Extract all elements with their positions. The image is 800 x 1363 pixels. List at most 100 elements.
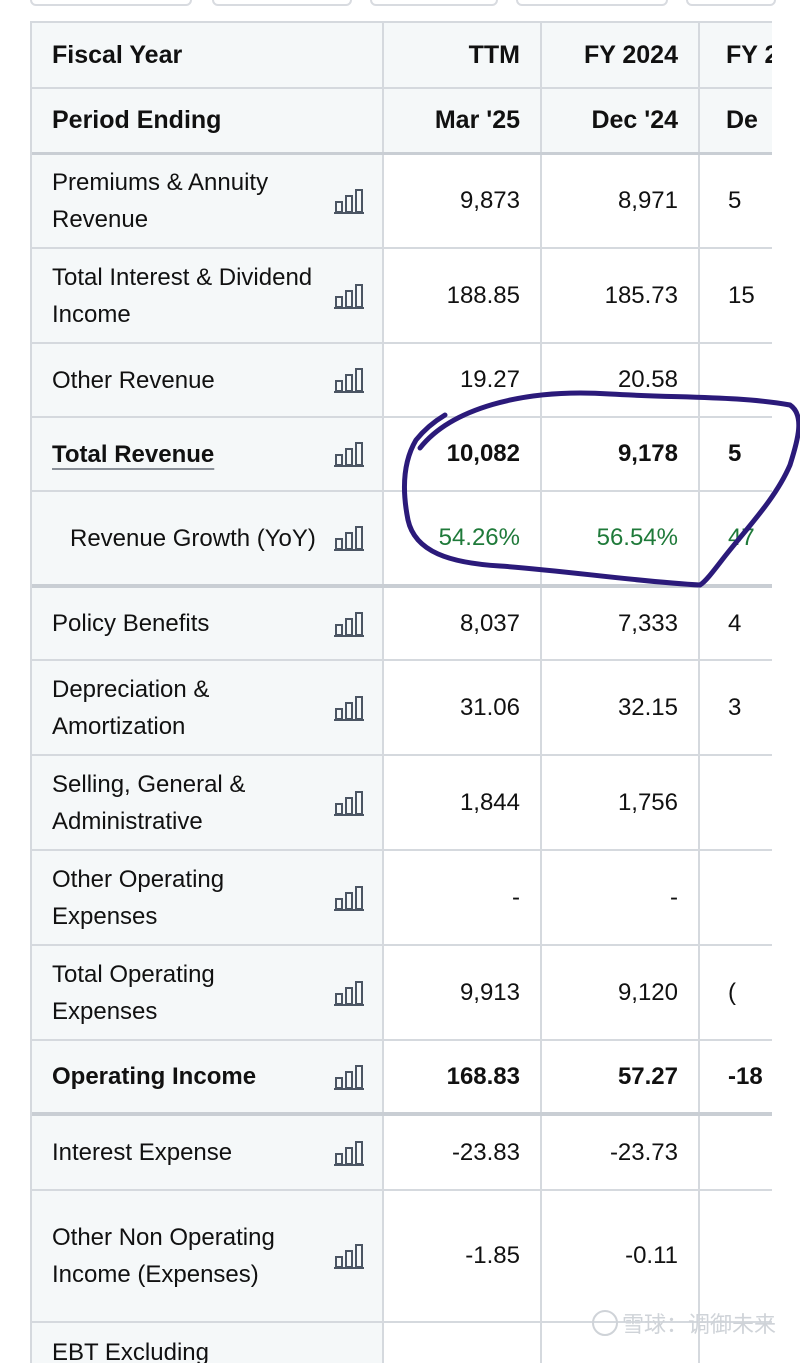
value-fy2024: 8,971 <box>541 153 699 248</box>
row-label-cell: Interest Expense <box>32 1114 383 1190</box>
bar-chart-icon[interactable] <box>334 611 364 637</box>
value-ttm: 9,913 <box>383 945 541 1040</box>
row-label-cell: Policy Benefits <box>32 586 383 660</box>
bar-chart-icon[interactable] <box>334 885 364 911</box>
value-ttm: 31.06 <box>383 660 541 755</box>
value-ttm: 19.27 <box>383 343 541 417</box>
value-ttm: 168.83 <box>383 1040 541 1114</box>
bar-chart-icon[interactable] <box>334 790 364 816</box>
row-label: Interest Expense <box>52 1139 232 1166</box>
period-fy2024: Dec '24 <box>541 88 699 153</box>
value-fy2024: 20.58 <box>541 343 699 417</box>
row-label-cell: EBT Excluding <box>32 1322 383 1363</box>
row-label: Total Operating Expenses <box>52 961 215 1025</box>
row-label-cell: Revenue Growth (YoY) <box>32 491 383 586</box>
row-label: Depreciation & Amortization <box>52 676 209 740</box>
value-fy-prev: 15 <box>699 248 772 343</box>
row-label-cell: Other Revenue <box>32 343 383 417</box>
value-fy2024: 1,756 <box>541 755 699 850</box>
value-ttm: 10,082 <box>383 417 541 491</box>
row-label-cell: Selling, General & Administrative <box>32 755 383 850</box>
row-label: Selling, General & Administrative <box>52 771 245 835</box>
value-ttm: 54.26% <box>383 491 541 586</box>
value-fy2024: -23.73 <box>541 1114 699 1190</box>
value-fy-prev <box>699 850 772 945</box>
column-header-fy-prev[interactable]: FY 2 <box>699 23 772 88</box>
snowball-logo-icon <box>592 1310 618 1336</box>
row-label: Other Operating Expenses <box>52 866 224 930</box>
value-fy-prev: 5 <box>699 153 772 248</box>
row-label-cell: Depreciation & Amortization <box>32 660 383 755</box>
bar-chart-icon[interactable] <box>334 283 364 309</box>
period-ttm: Mar '25 <box>383 88 541 153</box>
row-label: Policy Benefits <box>52 610 209 637</box>
value-fy2024: 56.54% <box>541 491 699 586</box>
row-label: Premiums & Annuity Revenue <box>52 169 268 233</box>
value-fy-prev <box>699 343 772 417</box>
income-statement-table: Fiscal Year TTM FY 2024 FY 2 Period Endi… <box>32 23 772 1363</box>
value-ttm: -23.83 <box>383 1114 541 1190</box>
value-fy-prev <box>699 1114 772 1190</box>
bar-chart-icon[interactable] <box>334 188 364 214</box>
value-fy2024: 32.15 <box>541 660 699 755</box>
watermark-text: 雪球：调御未来 <box>622 1307 776 1339</box>
value-fy2024: 185.73 <box>541 248 699 343</box>
period-ending-header-row: Period Ending Mar '25 Dec '24 De <box>32 88 772 153</box>
bar-chart-icon[interactable] <box>334 441 364 467</box>
row-label-cell: Other Operating Expenses <box>32 850 383 945</box>
value-fy-prev: 47 <box>699 491 772 586</box>
table-row: Interest Expense -23.83-23.73 <box>32 1114 772 1190</box>
bar-chart-icon[interactable] <box>334 525 364 551</box>
row-label-cell: Premiums & Annuity Revenue <box>32 153 383 248</box>
value-ttm: 1,844 <box>383 755 541 850</box>
column-header-ttm[interactable]: TTM <box>383 23 541 88</box>
value-fy2024: -0.11 <box>541 1190 699 1322</box>
value-fy2024: 9,120 <box>541 945 699 1040</box>
top-tab-bar <box>0 0 800 14</box>
value-fy2024: 7,333 <box>541 586 699 660</box>
row-label-cell: Operating Income <box>32 1040 383 1114</box>
bar-chart-icon[interactable] <box>334 1140 364 1166</box>
value-ttm <box>383 1322 541 1363</box>
row-label: Revenue Growth (YoY) <box>70 525 316 552</box>
top-tab-5[interactable] <box>686 0 776 6</box>
fiscal-year-header-row: Fiscal Year TTM FY 2024 FY 2 <box>32 23 772 88</box>
bar-chart-icon[interactable] <box>334 367 364 393</box>
value-fy-prev: ( <box>699 945 772 1040</box>
bar-chart-icon[interactable] <box>334 1064 364 1090</box>
top-tab-2[interactable] <box>212 0 352 6</box>
table-row: Revenue Growth (YoY) 54.26%56.54%47 <box>32 491 772 586</box>
row-label[interactable]: Total Revenue <box>52 441 214 468</box>
row-label: Other Revenue <box>52 367 215 394</box>
row-label: Operating Income <box>52 1063 256 1090</box>
top-tab-4[interactable] <box>516 0 668 6</box>
row-label: Total Interest & Dividend Income <box>52 264 312 328</box>
bar-chart-icon[interactable] <box>334 1243 364 1269</box>
value-fy2024: 57.27 <box>541 1040 699 1114</box>
row-label: Other Non Operating Income (Expenses) <box>52 1224 275 1288</box>
row-label-cell: Total Operating Expenses <box>32 945 383 1040</box>
row-label-cell: Total Interest & Dividend Income <box>32 248 383 343</box>
value-ttm: -1.85 <box>383 1190 541 1322</box>
bar-chart-icon[interactable] <box>334 980 364 1006</box>
fiscal-year-label: Fiscal Year <box>32 23 383 88</box>
value-fy-prev: -18 <box>699 1040 772 1114</box>
table-row: Other Operating Expenses-- <box>32 850 772 945</box>
bar-chart-icon[interactable] <box>334 695 364 721</box>
table-row: Other Non Operating Income (Expenses) -1.… <box>32 1190 772 1322</box>
value-fy2024: - <box>541 850 699 945</box>
top-tab-1[interactable] <box>30 0 192 6</box>
value-fy-prev: 4 <box>699 586 772 660</box>
period-ending-label: Period Ending <box>32 88 383 153</box>
top-tab-3[interactable] <box>370 0 498 6</box>
value-ttm: 9,873 <box>383 153 541 248</box>
column-header-fy2024[interactable]: FY 2024 <box>541 23 699 88</box>
income-statement-table-container: Fiscal Year TTM FY 2024 FY 2 Period Endi… <box>30 21 772 1363</box>
value-ttm: 188.85 <box>383 248 541 343</box>
row-label-cell: Total Revenue <box>32 417 383 491</box>
